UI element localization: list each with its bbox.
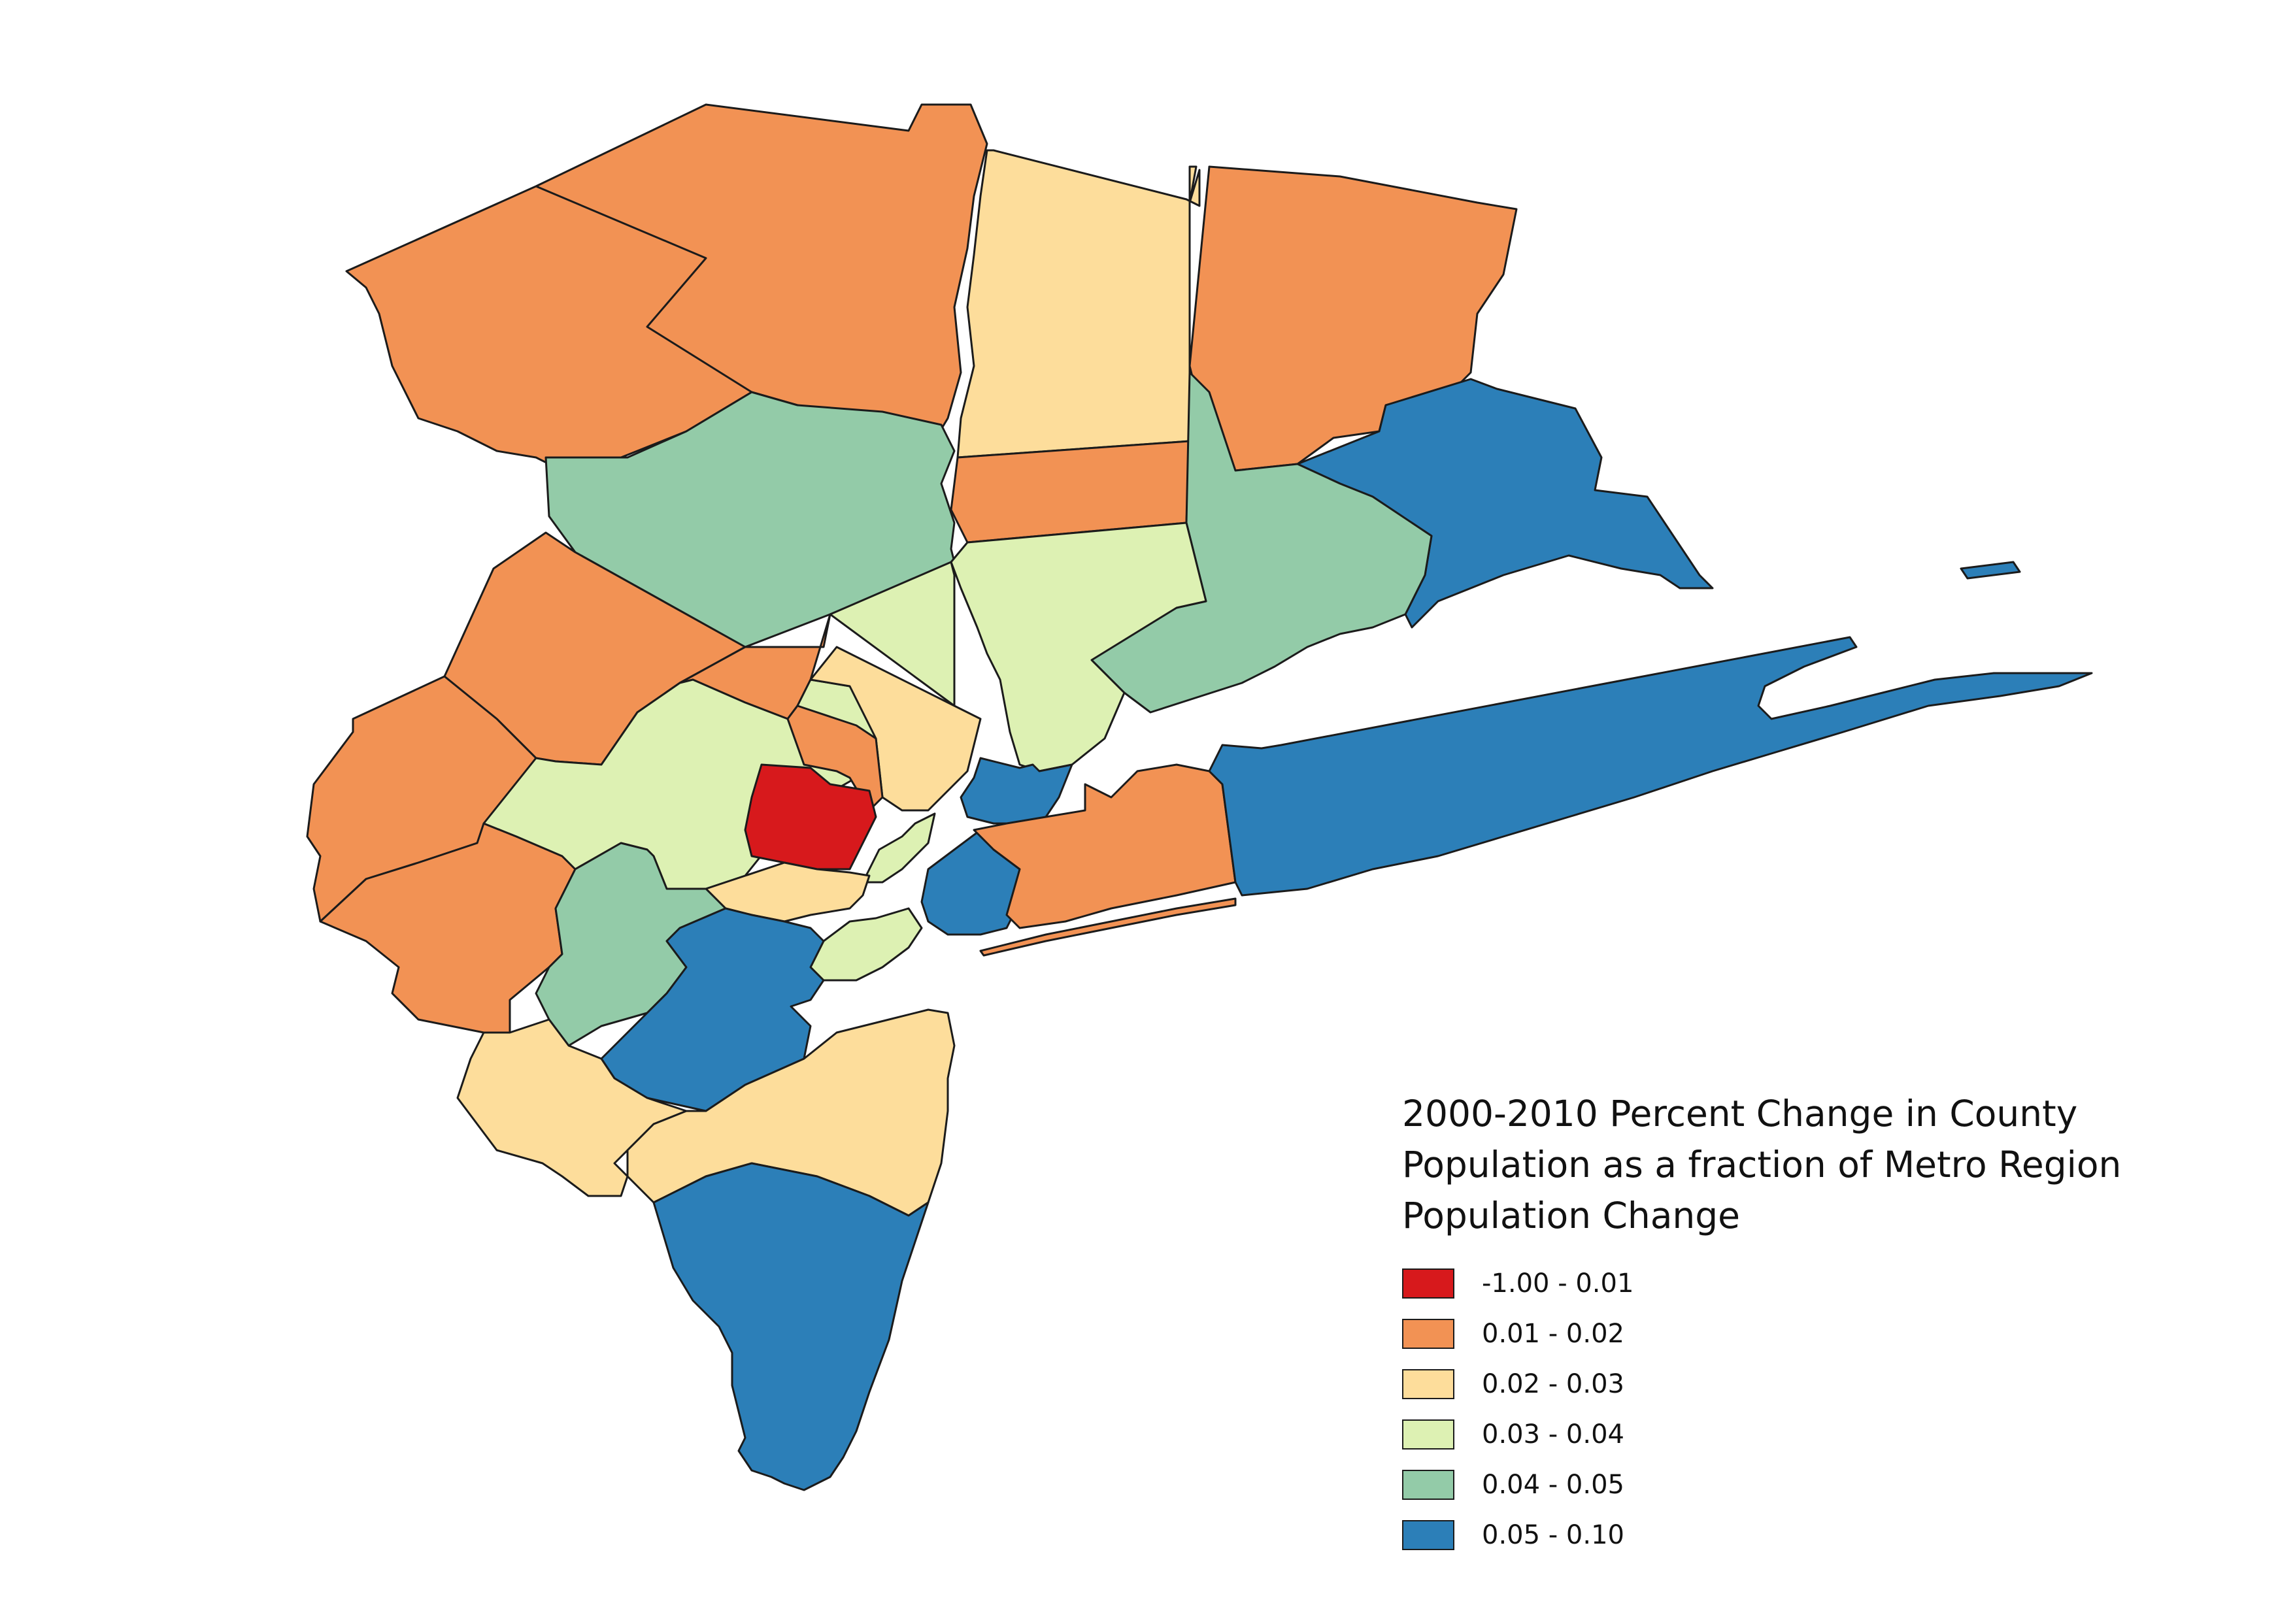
legend-title-line-2: Population as a fraction of Metro Region xyxy=(1402,1144,2122,1185)
county-north-divider xyxy=(535,185,752,393)
legend-item-class-2: 0.02 - 0.03 xyxy=(1402,1359,2252,1409)
legend-swatch xyxy=(1402,1419,1454,1450)
legend-item-class-4: 0.04 - 0.05 xyxy=(1402,1459,2252,1510)
legend-label: 0.01 - 0.02 xyxy=(1482,1318,1624,1349)
legend-label: 0.04 - 0.05 xyxy=(1482,1469,1624,1500)
legend-item-class-3: 0.03 - 0.04 xyxy=(1402,1409,2252,1459)
legend-item-class-0: -1.00 - 0.01 xyxy=(1402,1258,2252,1308)
county-staten-island xyxy=(809,907,923,982)
legend-label: 0.05 - 0.10 xyxy=(1482,1519,1624,1550)
legend-label: -1.00 - 0.01 xyxy=(1482,1268,1634,1299)
county-ocean xyxy=(652,1162,930,1491)
county-nassau-barrier xyxy=(979,897,1237,957)
legend-title: 2000-2010 Percent Change in County Popul… xyxy=(1402,1088,2252,1241)
legend-title-line-3: Population Change xyxy=(1402,1195,1741,1236)
legend-item-class-5: 0.05 - 0.10 xyxy=(1402,1510,2252,1560)
county-middlesex xyxy=(600,907,825,1112)
legend-label: 0.02 - 0.03 xyxy=(1482,1368,1624,1399)
legend-label: 0.03 - 0.04 xyxy=(1482,1419,1624,1450)
legend-swatch xyxy=(1402,1368,1454,1399)
county-bronx xyxy=(960,757,1073,825)
legend-swatch xyxy=(1402,1268,1454,1299)
county-mercer xyxy=(456,1018,688,1197)
legend-item-class-1: 0.01 - 0.02 xyxy=(1402,1308,2252,1359)
legend-swatch xyxy=(1402,1519,1454,1550)
county-essex-red xyxy=(744,763,877,870)
legend-swatch xyxy=(1402,1469,1454,1500)
map-legend: 2000-2010 Percent Change in County Popul… xyxy=(1402,1088,2252,1560)
county-hudson-north xyxy=(956,149,1201,459)
county-nj-bergen xyxy=(809,646,982,812)
legend-title-line-1: 2000-2010 Percent Change in County xyxy=(1402,1093,2078,1135)
county-suffolk xyxy=(1208,636,2093,897)
legend-swatch xyxy=(1402,1318,1454,1349)
county-hudson-thin xyxy=(862,812,936,884)
county-island-small xyxy=(1960,561,2021,580)
